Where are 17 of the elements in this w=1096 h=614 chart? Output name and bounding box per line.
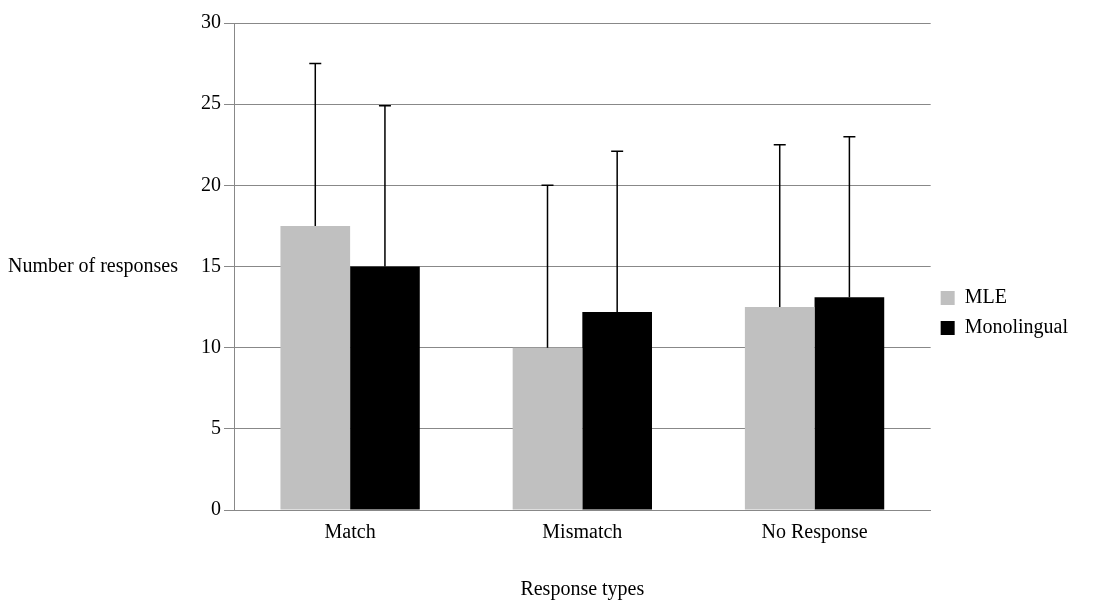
bar bbox=[280, 225, 351, 510]
x-tick-label: Match bbox=[324, 520, 376, 543]
legend-label: Monolingual bbox=[964, 315, 1069, 339]
bar bbox=[512, 347, 583, 510]
x-tick-label: Mismatch bbox=[542, 520, 623, 543]
bar bbox=[744, 307, 815, 510]
y-tick-label: 25 bbox=[201, 91, 221, 114]
y-tick-label: 5 bbox=[211, 416, 221, 439]
y-tick-label: 30 bbox=[201, 10, 221, 33]
y-tick-label: 15 bbox=[201, 253, 221, 276]
x-tick-label: No Response bbox=[761, 520, 868, 544]
y-axis-title: Number of responses bbox=[8, 253, 179, 277]
y-tick-label: 0 bbox=[211, 497, 221, 520]
y-tick-label: 10 bbox=[201, 334, 221, 357]
y-tick-label: 20 bbox=[201, 172, 221, 195]
x-axis-title: Response types bbox=[520, 577, 645, 601]
legend-label: MLE bbox=[964, 285, 1007, 308]
